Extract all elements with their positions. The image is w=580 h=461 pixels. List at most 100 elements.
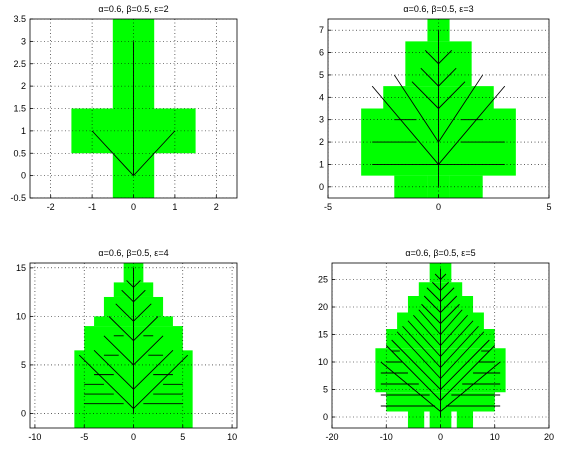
branch-line [133, 289, 146, 303]
branch-line [371, 85, 439, 165]
x-tick-label: -5 [324, 202, 332, 212]
y-tick-label: 3 [319, 115, 324, 125]
y-tick-label: 1.5 [13, 104, 26, 114]
y-tick-label: 15 [16, 263, 26, 273]
branch-line [440, 361, 501, 412]
y-tick-label: 5 [21, 360, 26, 370]
x-tick-label: -5 [80, 432, 88, 442]
branch-line [121, 289, 134, 303]
branch-line [432, 281, 441, 291]
x-tick-label: 0 [436, 202, 441, 212]
branch-line [438, 74, 484, 143]
x-tick-label: 0 [131, 432, 136, 442]
branch-line [126, 280, 134, 288]
branch-line [407, 320, 441, 357]
y-tick-label: 5 [319, 70, 324, 80]
y-tick-label: 0 [319, 182, 324, 192]
y-tick-label: 20 [318, 302, 328, 312]
plot-title: α=0.6, β=0.5, ε=2 [98, 4, 168, 14]
branch-line [440, 339, 490, 390]
branch-line [440, 314, 468, 346]
branch-line [434, 273, 441, 280]
branch-line [440, 320, 474, 357]
x-tick-label: 2 [214, 202, 219, 212]
plot-1: α=0.6, β=0.5, ε=2 -2 -1 0 1 2 -0.5 0 0.5 1 1.5 2 2.5… [10, 4, 238, 212]
branch-line [440, 281, 449, 291]
branch-line [133, 316, 159, 341]
y-tick-label: 2.5 [13, 59, 26, 69]
branch-line [424, 50, 439, 65]
y-tick-label: 3 [21, 36, 26, 46]
branch-line [438, 67, 457, 87]
branch-line [91, 130, 134, 176]
plot-title: α=0.6, β=0.5, ε=3 [403, 4, 473, 14]
y-tick-label: 10 [318, 357, 328, 367]
branch-line [133, 335, 164, 366]
branch-line [411, 81, 439, 109]
branch-line [418, 309, 441, 335]
plot-3: α=0.6, β=0.5, ε=4 -10 -5 0 5 10 0 5 10 15 [16, 248, 238, 442]
y-tick-label: 3.5 [13, 14, 26, 24]
x-tick-label: -1 [88, 202, 96, 212]
y-tick-label: 2 [21, 81, 26, 91]
y-tick-label: 0 [21, 408, 26, 418]
x-tick-label: -10 [28, 432, 41, 442]
branch-line [93, 350, 134, 390]
plot-area [332, 263, 549, 428]
branch-line [440, 287, 455, 302]
branch-line [133, 303, 152, 322]
branch-line [440, 273, 447, 280]
branch-line [420, 67, 439, 87]
branch-line [78, 354, 134, 409]
y-tick-label: 1 [319, 159, 324, 169]
y-tick-label: 4 [319, 92, 324, 102]
branch-line [393, 74, 439, 143]
x-tick-label: -10 [380, 432, 393, 442]
branch-line [133, 130, 176, 176]
green-cell [407, 411, 425, 428]
branch-line [133, 280, 141, 288]
x-tick-label: 5 [546, 202, 551, 212]
branch-line [438, 85, 506, 165]
y-tick-label: 5 [323, 385, 328, 395]
plot-area [30, 263, 237, 428]
plot-4: α=0.6, β=0.5, ε=5 -20 -10 0 10 20 0 5 10 15 20 25 [318, 248, 554, 442]
y-tick-label: 6 [319, 48, 324, 58]
branch-line [421, 303, 441, 324]
plot-area [30, 19, 237, 198]
green-cell [429, 411, 452, 428]
branch-line [440, 325, 479, 368]
green-cell [449, 175, 483, 198]
branch-line [440, 295, 458, 313]
plot-title: α=0.6, β=0.5, ε=4 [98, 248, 168, 258]
branch-line [402, 325, 441, 368]
x-tick-label: 20 [544, 432, 554, 442]
y-tick-label: 15 [318, 330, 328, 340]
y-tick-label: 1 [21, 126, 26, 136]
x-tick-label: 1 [172, 202, 177, 212]
branch-line [438, 50, 453, 65]
branch-line [133, 350, 174, 390]
x-tick-label: 10 [490, 432, 500, 442]
branch-line [440, 303, 460, 324]
branch-line [108, 316, 134, 341]
branch-line [385, 345, 441, 401]
y-tick-label: 7 [319, 25, 324, 35]
x-tick-label: 5 [180, 432, 185, 442]
branch-line [391, 339, 441, 390]
branch-line [440, 331, 485, 379]
x-tick-label: -20 [325, 432, 338, 442]
x-tick-label: 10 [227, 432, 237, 442]
y-tick-label: 0 [21, 171, 26, 181]
branch-line [380, 361, 441, 412]
branch-line [438, 81, 466, 109]
y-tick-label: 25 [318, 275, 328, 285]
branch-line [396, 331, 441, 379]
y-tick-label: 10 [16, 311, 26, 321]
y-tick-label: 0.5 [13, 148, 26, 158]
branch-line [426, 287, 441, 302]
x-tick-label: -2 [47, 202, 55, 212]
branch-line [440, 309, 463, 335]
